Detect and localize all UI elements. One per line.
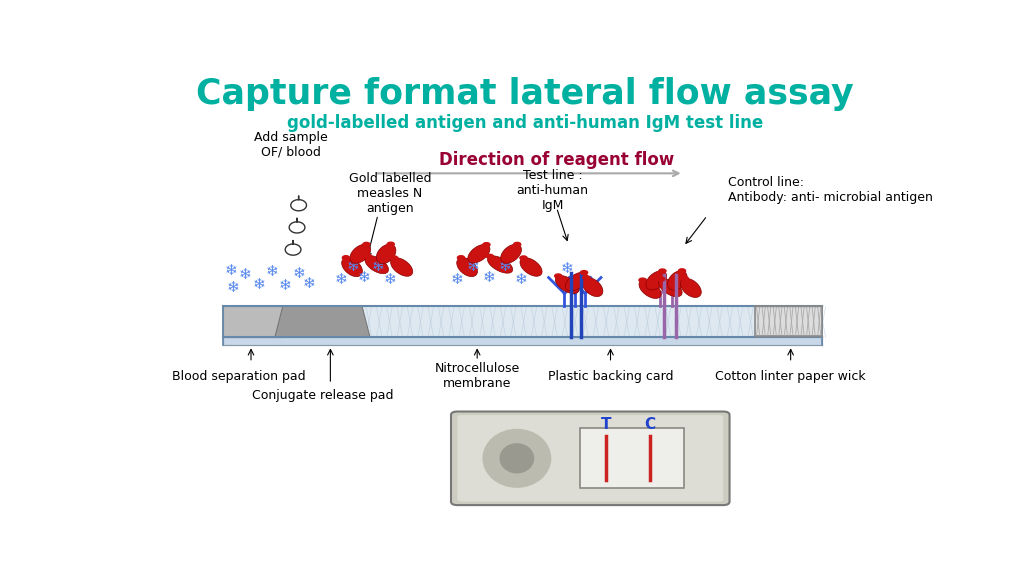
Text: ❄: ❄ [346,259,359,274]
Text: Control line:
Antibody: anti- microbial antigen: Control line: Antibody: anti- microbial … [728,176,933,204]
Circle shape [520,256,527,260]
Circle shape [583,276,590,280]
Text: ❄: ❄ [514,272,527,287]
Polygon shape [289,218,305,233]
Polygon shape [291,196,306,211]
Circle shape [514,242,521,247]
Text: ❄: ❄ [225,263,238,278]
Polygon shape [286,240,301,255]
Text: ❄: ❄ [334,272,347,287]
Text: Gold labelled
measles N
antigen: Gold labelled measles N antigen [348,172,431,215]
Circle shape [390,256,397,260]
Polygon shape [646,271,667,290]
FancyBboxPatch shape [458,415,723,502]
Circle shape [458,256,465,260]
Polygon shape [390,257,413,276]
Text: Direction of reagent flow: Direction of reagent flow [439,151,674,169]
Circle shape [362,242,370,247]
Text: Cotton linter paper wick: Cotton linter paper wick [716,370,866,382]
Polygon shape [501,244,521,263]
FancyBboxPatch shape [223,306,822,338]
Polygon shape [658,279,682,297]
Text: Conjugate release pad: Conjugate release pad [252,389,393,403]
Polygon shape [487,256,513,273]
Circle shape [639,278,646,282]
Polygon shape [468,244,489,263]
Polygon shape [350,244,371,263]
Polygon shape [582,278,603,297]
Circle shape [342,256,349,260]
Polygon shape [565,272,588,291]
Polygon shape [457,257,477,276]
Polygon shape [342,257,362,276]
Text: Nitrocellulose
membrane: Nitrocellulose membrane [434,362,520,390]
Text: ❄: ❄ [560,261,573,276]
Text: Capture format lateral flow assay: Capture format lateral flow assay [196,77,854,111]
Circle shape [387,242,394,246]
Polygon shape [377,244,396,264]
Text: ❄: ❄ [467,259,479,274]
Polygon shape [274,306,370,338]
Text: ❄: ❄ [239,267,252,282]
Polygon shape [223,338,822,346]
Polygon shape [681,278,701,297]
Circle shape [657,277,665,281]
Text: gold-labelled antigen and anti-human IgM test line: gold-labelled antigen and anti-human IgM… [287,114,763,132]
Text: C: C [645,418,655,433]
Text: T: T [600,418,611,433]
Text: ❄: ❄ [226,280,240,295]
Text: Add sample
OF/ blood: Add sample OF/ blood [254,131,328,158]
Polygon shape [668,271,687,290]
Circle shape [681,276,688,281]
Polygon shape [555,275,579,294]
Circle shape [581,271,588,275]
Ellipse shape [500,444,534,473]
Text: Test line :
anti-human
IgM: Test line : anti-human IgM [516,169,589,212]
Circle shape [658,269,666,273]
Text: ❄: ❄ [358,270,371,285]
Text: ❄: ❄ [499,259,511,274]
Text: ❄: ❄ [266,264,279,279]
Circle shape [679,269,685,273]
Text: ❄: ❄ [253,276,265,291]
Text: Plastic backing card: Plastic backing card [548,370,673,382]
Text: ❄: ❄ [384,272,396,287]
Circle shape [555,274,562,278]
Text: ❄: ❄ [279,278,292,293]
Polygon shape [223,306,283,338]
Circle shape [486,255,494,258]
Ellipse shape [483,430,551,487]
FancyBboxPatch shape [581,429,684,488]
Text: ❄: ❄ [451,272,464,287]
Polygon shape [520,257,542,276]
Text: Blood separation pad: Blood separation pad [172,370,306,382]
FancyBboxPatch shape [755,306,822,336]
Polygon shape [639,280,662,298]
Circle shape [365,254,372,258]
Text: ❄: ❄ [302,276,315,291]
FancyBboxPatch shape [451,411,729,505]
Text: ❄: ❄ [482,270,496,285]
Circle shape [483,242,490,247]
Text: ❄: ❄ [292,266,305,281]
Text: ❄: ❄ [372,259,384,274]
Polygon shape [365,256,388,274]
